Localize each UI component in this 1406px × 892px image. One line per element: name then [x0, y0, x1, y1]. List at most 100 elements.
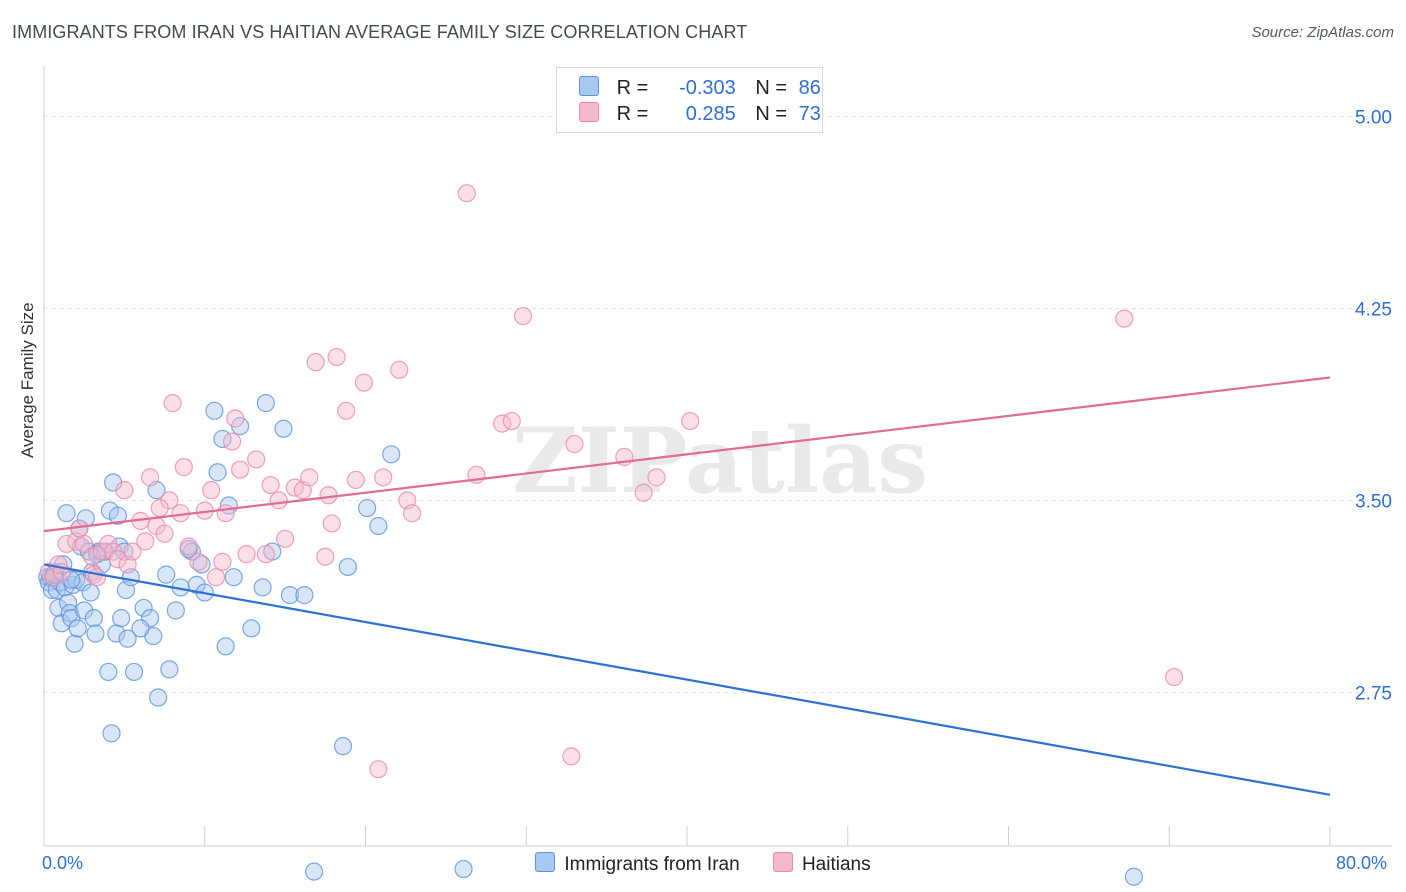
trend-line: [43, 563, 1331, 796]
data-point: [300, 468, 319, 487]
data-point: [57, 504, 76, 523]
x-tick-label-min: 0.0%: [42, 853, 84, 873]
legend-row-iran: R = -0.303 N = 86: [579, 76, 821, 102]
data-point: [269, 491, 288, 510]
data-point: [231, 460, 250, 479]
data-point: [99, 662, 118, 682]
y-tick-label: 5.00: [1355, 107, 1392, 128]
data-point: [403, 504, 422, 523]
data-point: [247, 450, 266, 469]
data-point: [75, 601, 94, 620]
data-point: [306, 353, 325, 372]
data-point: [174, 458, 193, 477]
watermark: ZIPatlas: [512, 408, 928, 514]
data-point: [256, 545, 275, 564]
data-point: [327, 347, 346, 367]
legend-n-label: N =: [755, 103, 788, 125]
data-point: [166, 601, 185, 620]
data-point: [160, 491, 179, 510]
legend-swatch-pink: [579, 102, 599, 122]
data-point: [83, 547, 102, 566]
grid-lines: [44, 115, 1392, 693]
data-point: [108, 550, 128, 569]
data-point: [189, 552, 208, 571]
data-point: [382, 445, 401, 464]
trend-line: [43, 376, 1331, 533]
series-immigrants-from-iran: [38, 394, 1143, 886]
data-point: [274, 419, 293, 438]
data-point: [136, 532, 155, 551]
data-point: [81, 583, 100, 602]
data-point: [39, 562, 58, 582]
legend-item-haitians[interactable]: Haitians: [772, 852, 871, 876]
legend-swatch-blue: [579, 76, 599, 96]
data-point: [253, 578, 272, 597]
data-point: [182, 542, 201, 561]
legend-r-value: -0.303: [679, 77, 736, 99]
data-point: [513, 306, 533, 326]
data-point: [68, 619, 87, 638]
data-point: [112, 609, 131, 628]
data-point: [1115, 309, 1134, 328]
data-point: [226, 409, 245, 428]
legend-item-iran[interactable]: Immigrants from Iran: [535, 852, 740, 876]
data-point: [86, 624, 105, 643]
data-point: [237, 545, 256, 564]
data-point: [160, 660, 179, 679]
data-point: [319, 486, 338, 505]
y-tick-label: 4.25: [1355, 299, 1392, 320]
data-point: [502, 411, 521, 431]
x-tick-label-max: 80.0%: [1336, 853, 1388, 873]
data-point: [358, 498, 377, 518]
data-point: [75, 534, 94, 554]
y-axis-label: Average Family Size: [18, 302, 37, 458]
legend-r-value: 0.285: [685, 103, 736, 125]
data-point: [49, 598, 68, 618]
data-point: [131, 619, 150, 638]
y-tick-label: 3.50: [1355, 491, 1392, 512]
data-point: [179, 537, 198, 556]
data-point: [206, 568, 226, 587]
data-point: [84, 609, 103, 628]
data-point: [346, 470, 365, 490]
data-point: [118, 629, 137, 648]
data-point: [155, 524, 174, 543]
data-point: [150, 498, 169, 518]
data-point: [369, 760, 388, 779]
series-haitians: [39, 184, 1184, 779]
legend-n-label: N =: [755, 77, 788, 99]
data-point: [333, 737, 353, 756]
legend-swatch-blue: [535, 852, 556, 872]
trend-lines: [43, 376, 1331, 796]
data-point: [295, 586, 314, 605]
data-point: [102, 724, 121, 743]
data-point: [374, 468, 393, 487]
data-point: [224, 568, 243, 587]
data-point: [108, 506, 128, 525]
data-point: [205, 401, 224, 420]
data-point: [216, 504, 235, 523]
data-point: [87, 568, 107, 587]
data-point: [140, 468, 160, 487]
data-point: [163, 394, 182, 413]
data-point: [454, 859, 473, 879]
data-point: [354, 373, 373, 392]
source-label: Source: ZipAtlas.com: [1251, 24, 1394, 41]
data-point: [261, 475, 280, 495]
legend-n-value: 86: [798, 77, 821, 99]
data-point: [457, 184, 476, 203]
data-point: [202, 481, 221, 500]
data-point: [390, 360, 409, 379]
data-point: [1124, 867, 1143, 886]
data-point: [222, 432, 242, 451]
data-point: [562, 747, 581, 766]
legend-row-haitians: R = 0.285 N = 73: [579, 102, 821, 128]
data-point: [304, 862, 324, 881]
data-point: [115, 481, 134, 500]
data-point: [216, 637, 235, 656]
data-point: [65, 634, 84, 653]
data-point: [62, 570, 81, 589]
data-point: [208, 463, 227, 482]
data-point: [123, 542, 142, 561]
